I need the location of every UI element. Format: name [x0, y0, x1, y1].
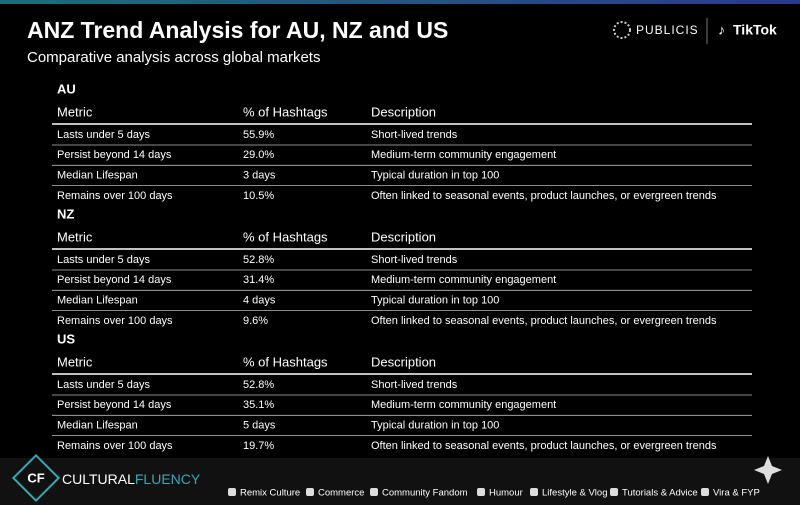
- column-header: Description: [371, 229, 436, 244]
- cell: 10.5%: [243, 190, 274, 202]
- legend-icon: [228, 488, 236, 496]
- legend-label: Vira & FYP: [713, 488, 760, 499]
- legend-label: Commerce: [318, 488, 364, 499]
- cell: Lasts under 5 days: [57, 129, 150, 141]
- cell: Short-lived trends: [371, 129, 458, 141]
- cell: Median Lifespan: [57, 420, 138, 432]
- publicis-icon: [613, 21, 631, 39]
- section-label: AU: [57, 81, 76, 96]
- legend: Remix Culture Commerce Community Fandom Hum…: [228, 488, 760, 499]
- tiktok-icon: ♪: [718, 22, 725, 38]
- cell: Short-lived trends: [371, 254, 458, 266]
- legend-label: Community Fandom: [382, 488, 468, 499]
- footer-bar: [0, 458, 800, 505]
- legend-icon: [306, 488, 314, 496]
- cell: 29.0%: [243, 149, 274, 161]
- cell: 9.6%: [243, 315, 268, 327]
- legend-icon: [701, 488, 709, 496]
- cell: Medium-term community engagement: [371, 399, 556, 411]
- tables: AU Metric % of Hashtags Description Lasts un…: [52, 81, 752, 452]
- brand-word: FLUENCY: [135, 471, 201, 487]
- cell: 52.8%: [243, 254, 274, 266]
- cell: 55.9%: [243, 129, 274, 141]
- brand-text: CULTURALFLUENCY: [62, 471, 201, 487]
- brand-mark: CF: [27, 470, 44, 485]
- cell: Median Lifespan: [57, 295, 138, 307]
- legend-icon: [610, 488, 618, 496]
- cell: Often linked to seasonal events, product…: [371, 315, 717, 327]
- cell: Often linked to seasonal events, product…: [371, 440, 717, 452]
- column-header: % of Hashtags: [243, 354, 328, 369]
- cell: Persist beyond 14 days: [57, 399, 172, 411]
- legend-label: Remix Culture: [240, 488, 300, 499]
- section-label: US: [57, 331, 75, 346]
- cell: Lasts under 5 days: [57, 379, 150, 391]
- logo-publicis: PUBLICIS: [636, 23, 699, 37]
- cell: 4 days: [243, 295, 276, 307]
- cell: 35.1%: [243, 399, 274, 411]
- cell: Medium-term community engagement: [371, 274, 556, 286]
- cell: 3 days: [243, 170, 276, 182]
- cell: Median Lifespan: [57, 170, 138, 182]
- column-header: Metric: [57, 104, 93, 119]
- brand-word: CULTURAL: [62, 471, 135, 487]
- legend-label: Tutorials & Advice: [622, 488, 698, 499]
- column-header: % of Hashtags: [243, 104, 328, 119]
- cell: Short-lived trends: [371, 379, 458, 391]
- column-header: % of Hashtags: [243, 229, 328, 244]
- sparkle-icon: [754, 456, 782, 484]
- cell: 31.4%: [243, 274, 274, 286]
- cell: Remains over 100 days: [57, 190, 173, 202]
- top-bar: [0, 0, 800, 4]
- cell: Remains over 100 days: [57, 440, 173, 452]
- column-header: Metric: [57, 354, 93, 369]
- column-header: Description: [371, 354, 436, 369]
- legend-icon: [477, 488, 485, 496]
- cell: Persist beyond 14 days: [57, 149, 172, 161]
- logo-tiktok: TikTok: [733, 22, 777, 38]
- cell: Typical duration in top 100: [371, 420, 499, 432]
- subtitle: Comparative analysis across global marke…: [27, 49, 320, 66]
- legend-icon: [530, 488, 538, 496]
- column-header: Description: [371, 104, 436, 119]
- cell: Remains over 100 days: [57, 315, 173, 327]
- cell: Typical duration in top 100: [371, 170, 499, 182]
- cell: Lasts under 5 days: [57, 254, 150, 266]
- cell: 52.8%: [243, 379, 274, 391]
- cell: 19.7%: [243, 440, 274, 452]
- legend-label: Lifestyle & Vlog: [542, 488, 607, 499]
- title: ANZ Trend Analysis for AU, NZ and US: [27, 17, 448, 43]
- section-label: NZ: [57, 206, 74, 221]
- legend-label: Humour: [489, 488, 523, 499]
- cell: Typical duration in top 100: [371, 295, 499, 307]
- cell: Medium-term community engagement: [371, 149, 556, 161]
- cell: Persist beyond 14 days: [57, 274, 172, 286]
- cell: Often linked to seasonal events, product…: [371, 190, 717, 202]
- cell: 5 days: [243, 420, 276, 432]
- legend-icon: [370, 488, 378, 496]
- brand-icon: [11, 453, 61, 503]
- column-header: Metric: [57, 229, 93, 244]
